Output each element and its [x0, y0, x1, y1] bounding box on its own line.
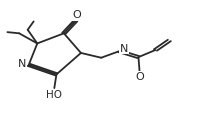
Text: O: O: [72, 10, 81, 20]
Text: N: N: [18, 59, 27, 69]
Text: O: O: [135, 72, 144, 82]
Text: N: N: [120, 44, 128, 54]
Text: HO: HO: [46, 90, 62, 100]
